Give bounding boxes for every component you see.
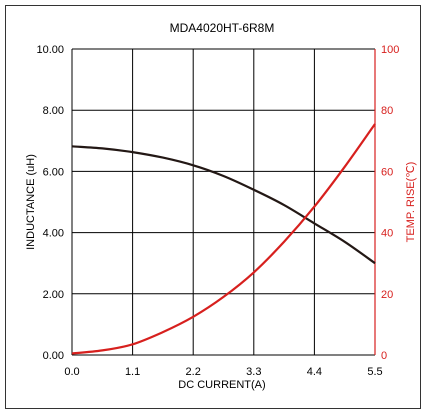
x-tick-label: 0.0 — [64, 366, 79, 378]
chart-title: MDA4020HT-6R8M — [170, 21, 275, 35]
y-left-tick-label: 10.00 — [36, 44, 64, 56]
y-left-tick-label: 6.00 — [43, 166, 64, 178]
chart-frame — [5, 5, 421, 409]
y-right-tick-label: 80 — [381, 105, 393, 117]
x-tick-label: 2.2 — [186, 366, 201, 378]
series-layer — [71, 123, 376, 355]
y-right-tick-label: 60 — [381, 166, 393, 178]
y-left-tick-label: 2.00 — [43, 289, 64, 301]
temp-rise-line — [71, 123, 376, 355]
y-right-tick-label: 100 — [381, 44, 399, 56]
y-axis-right-label: TEMP. RISE(℃) — [405, 162, 417, 243]
x-tick-label: 4.4 — [307, 366, 322, 378]
inductance-line — [71, 145, 376, 265]
x-axis-label: DC CURRENT(A) — [178, 379, 265, 391]
y-left-tick-label: 4.00 — [43, 228, 64, 240]
y-left-tick-label: 8.00 — [43, 105, 64, 117]
y-right-tick-label: 20 — [381, 289, 393, 301]
x-tick-label: 5.5 — [367, 366, 382, 378]
x-tick-label: 3.3 — [246, 366, 261, 378]
y-right-tick-label: 40 — [381, 228, 393, 240]
y-axis-left-label: INDUCTANCE (uH) — [25, 154, 37, 250]
tick-labels: 0.0 1.1 2.2 3.3 4.4 5.5 0.00 2.00 4.00 6.00 8.00 10… — [36, 44, 399, 378]
x-tick-label: 1.1 — [125, 366, 140, 378]
grid — [71, 48, 376, 356]
y-left-tick-label: 0.00 — [43, 350, 64, 362]
y-right-tick-label: 0 — [381, 350, 387, 362]
